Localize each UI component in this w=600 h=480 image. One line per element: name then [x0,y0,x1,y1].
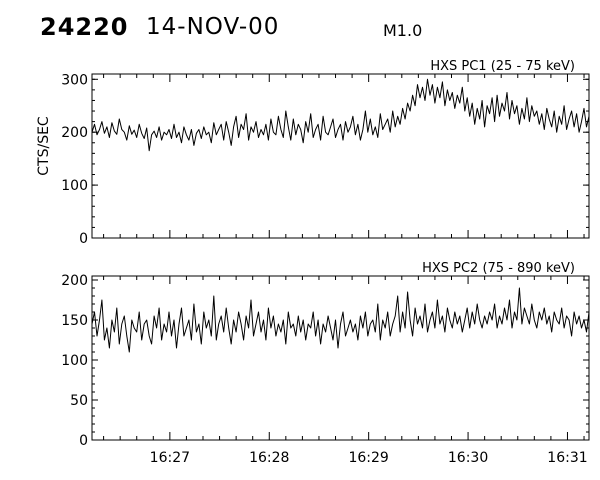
panel2-xtick-label: 16:27 [150,450,190,466]
panel2-xtick-label: 16:30 [448,450,488,466]
panel2-ytick-label: 50 [70,393,88,409]
panel2-xtick-label: 16:31 [547,450,587,466]
panel1-ytick-label: 0 [79,231,88,247]
flare-class: M1.0 [383,21,423,40]
panel1-title: HXS PC1 (25 - 75 keV) [430,59,575,74]
panel1-ytick-label: 200 [61,125,88,141]
panel2-title: HXS PC2 (75 - 890 keV) [422,261,575,276]
panel1-ylabel: CTS/SEC [36,116,52,176]
panel2-count-rate-line [91,287,590,353]
panel1-count-rate-line [91,78,590,152]
panel2-xtick-label: 16:28 [249,450,289,466]
event-date: 14-NOV-00 [146,14,280,40]
panel2-ytick-label: 0 [79,433,88,449]
panel2-xtick-label: 16:29 [348,450,388,466]
panel2-frame [91,275,590,441]
panel2-ytick-label: 200 [61,273,88,289]
panel2-ytick-label: 100 [61,353,88,369]
event-id: 24220 [40,13,129,41]
panel1-ytick-label: 300 [61,72,88,88]
panel2-ytick-label: 150 [61,313,88,329]
panel1-frame [91,73,590,239]
panel1-ytick-label: 100 [61,178,88,194]
